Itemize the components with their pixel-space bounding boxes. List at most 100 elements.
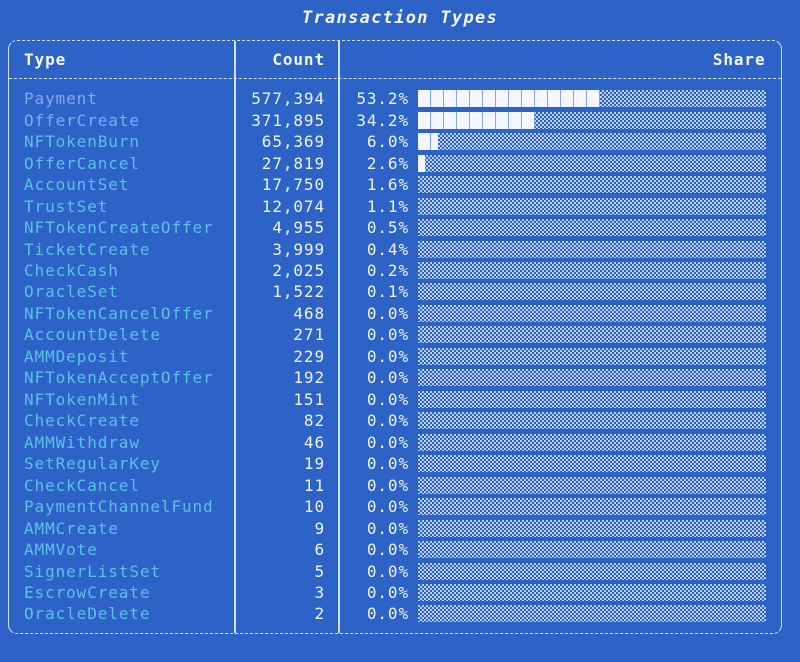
tx-count-value: 2,025	[272, 260, 325, 280]
chart-title: Transaction Types	[301, 8, 499, 28]
tx-count-value: 371,895	[251, 110, 325, 130]
share-bar-track	[418, 176, 766, 194]
table-row: SetRegularKey 19 0.0%	[9, 453, 781, 474]
tx-type-label: OracleDelete	[24, 604, 151, 624]
tx-share-cell: 0.0%	[338, 325, 781, 344]
tx-type-label: NFTokenMint	[24, 389, 140, 409]
table-row: EscrowCreate 3 0.0%	[9, 582, 781, 603]
tx-type-label: SignerListSet	[24, 561, 161, 581]
tx-share-pct: 0.0%	[366, 389, 409, 409]
table-row: OracleSet 1,522 0.1%	[9, 281, 781, 302]
tx-share-pct: 0.0%	[366, 411, 409, 431]
tx-type-label: AccountSet	[24, 175, 130, 195]
tx-type-label: PaymentChannelFund	[24, 497, 214, 517]
tx-type-label: CheckCreate	[24, 411, 140, 431]
tx-share-pct: 0.0%	[366, 325, 409, 345]
tx-count-value: 271	[293, 325, 325, 345]
table-row: AMMCreate 9 0.0%	[9, 517, 781, 538]
tx-count-value: 2	[314, 604, 325, 624]
tx-share-pct: 0.0%	[366, 346, 409, 366]
share-bar-track	[418, 369, 766, 387]
share-bar-fill	[418, 90, 600, 108]
tx-type-label: CheckCancel	[24, 475, 140, 495]
tx-count-value: 82	[303, 411, 325, 431]
share-bar-track	[418, 111, 766, 129]
tx-share-pct: 34.2%	[356, 110, 409, 130]
table-row: PaymentChannelFund 10 0.0%	[9, 496, 781, 517]
table-row: CheckCancel 11 0.0%	[9, 474, 781, 495]
share-bar-track	[418, 240, 766, 258]
tx-share-cell: 0.0%	[338, 476, 781, 495]
tx-share-pct: 0.0%	[366, 475, 409, 495]
tx-share-pct: 0.1%	[366, 282, 409, 302]
tx-share-pct: 0.4%	[366, 239, 409, 259]
table-row: CheckCash 2,025 0.2%	[9, 260, 781, 281]
table-row: NFTokenAcceptOffer 192 0.0%	[9, 367, 781, 388]
share-bar-track	[418, 584, 766, 602]
share-bar-track	[418, 283, 766, 301]
tx-count-value: 19	[303, 454, 325, 474]
share-bar-track	[418, 261, 766, 279]
share-bar-track	[418, 455, 766, 473]
tx-count-value: 4,955	[272, 218, 325, 238]
tx-share-pct: 0.0%	[366, 368, 409, 388]
tx-share-cell: 0.0%	[338, 304, 781, 323]
col-header-share: Share	[712, 50, 766, 69]
share-bar-track	[418, 197, 766, 215]
tx-count-value: 11	[303, 475, 325, 495]
tx-type-label: AccountDelete	[24, 325, 161, 345]
tx-share-pct: 0.0%	[366, 540, 409, 560]
tx-share-pct: 0.0%	[366, 583, 409, 603]
col-header-count: Count	[272, 50, 325, 69]
tx-type-label: NFTokenAcceptOffer	[24, 368, 214, 388]
share-bar-track	[418, 433, 766, 451]
share-bar-track	[418, 519, 766, 537]
tx-type-label: AMMVote	[24, 540, 98, 560]
table-body: Payment 577,394 53.2% OfferCreate 371,89…	[9, 79, 781, 625]
share-bar-track	[418, 562, 766, 580]
tx-share-pct: 0.0%	[366, 561, 409, 581]
tx-share-pct: 0.0%	[366, 454, 409, 474]
tx-share-cell: 0.0%	[338, 411, 781, 430]
share-bar-track	[418, 541, 766, 559]
tx-share-pct: 0.0%	[366, 303, 409, 323]
table-row: SignerListSet 5 0.0%	[9, 560, 781, 581]
table-row: NFTokenBurn 65,369 6.0%	[9, 131, 781, 152]
share-bar-track	[418, 304, 766, 322]
tx-count-value: 9	[314, 518, 325, 538]
table-row: AMMVote 6 0.0%	[9, 539, 781, 560]
share-bar-fill	[418, 111, 535, 129]
tx-count-value: 468	[293, 303, 325, 323]
share-bar-track	[418, 219, 766, 237]
tx-share-cell: 0.0%	[338, 497, 781, 516]
tx-share-cell: 6.0%	[338, 132, 781, 151]
share-bar-track	[418, 412, 766, 430]
tx-type-label: NFTokenCancelOffer	[24, 303, 214, 323]
table-row: NFTokenCreateOffer 4,955 0.5%	[9, 217, 781, 238]
table-row: NFTokenMint 151 0.0%	[9, 389, 781, 410]
tx-count-value: 6	[314, 540, 325, 560]
tx-share-cell: 0.0%	[338, 604, 781, 623]
tx-share-pct: 53.2%	[356, 89, 409, 109]
tx-share-pct: 6.0%	[366, 132, 409, 152]
share-bar-track	[418, 347, 766, 365]
tx-share-pct: 0.0%	[366, 497, 409, 517]
tx-count-value: 5	[314, 561, 325, 581]
tx-type-label: SetRegularKey	[24, 454, 161, 474]
tx-count-value: 27,819	[261, 153, 325, 173]
tx-share-cell: 53.2%	[338, 89, 781, 108]
tx-type-label: OfferCancel	[24, 153, 140, 173]
share-bar-track	[418, 605, 766, 623]
tx-share-cell: 0.2%	[338, 261, 781, 280]
table-row: OfferCreate 371,895 34.2%	[9, 109, 781, 130]
tx-share-pct: 1.6%	[366, 175, 409, 195]
tx-type-label: OfferCreate	[24, 110, 140, 130]
tx-count-value: 3	[314, 583, 325, 603]
table-row: AMMWithdraw 46 0.0%	[9, 432, 781, 453]
tx-share-cell: 2.6%	[338, 154, 781, 173]
tx-share-cell: 0.0%	[338, 390, 781, 409]
share-bar-track	[418, 133, 766, 151]
share-bar-track	[418, 90, 766, 108]
tx-count-value: 65,369	[261, 132, 325, 152]
tx-share-pct: 0.5%	[366, 218, 409, 238]
